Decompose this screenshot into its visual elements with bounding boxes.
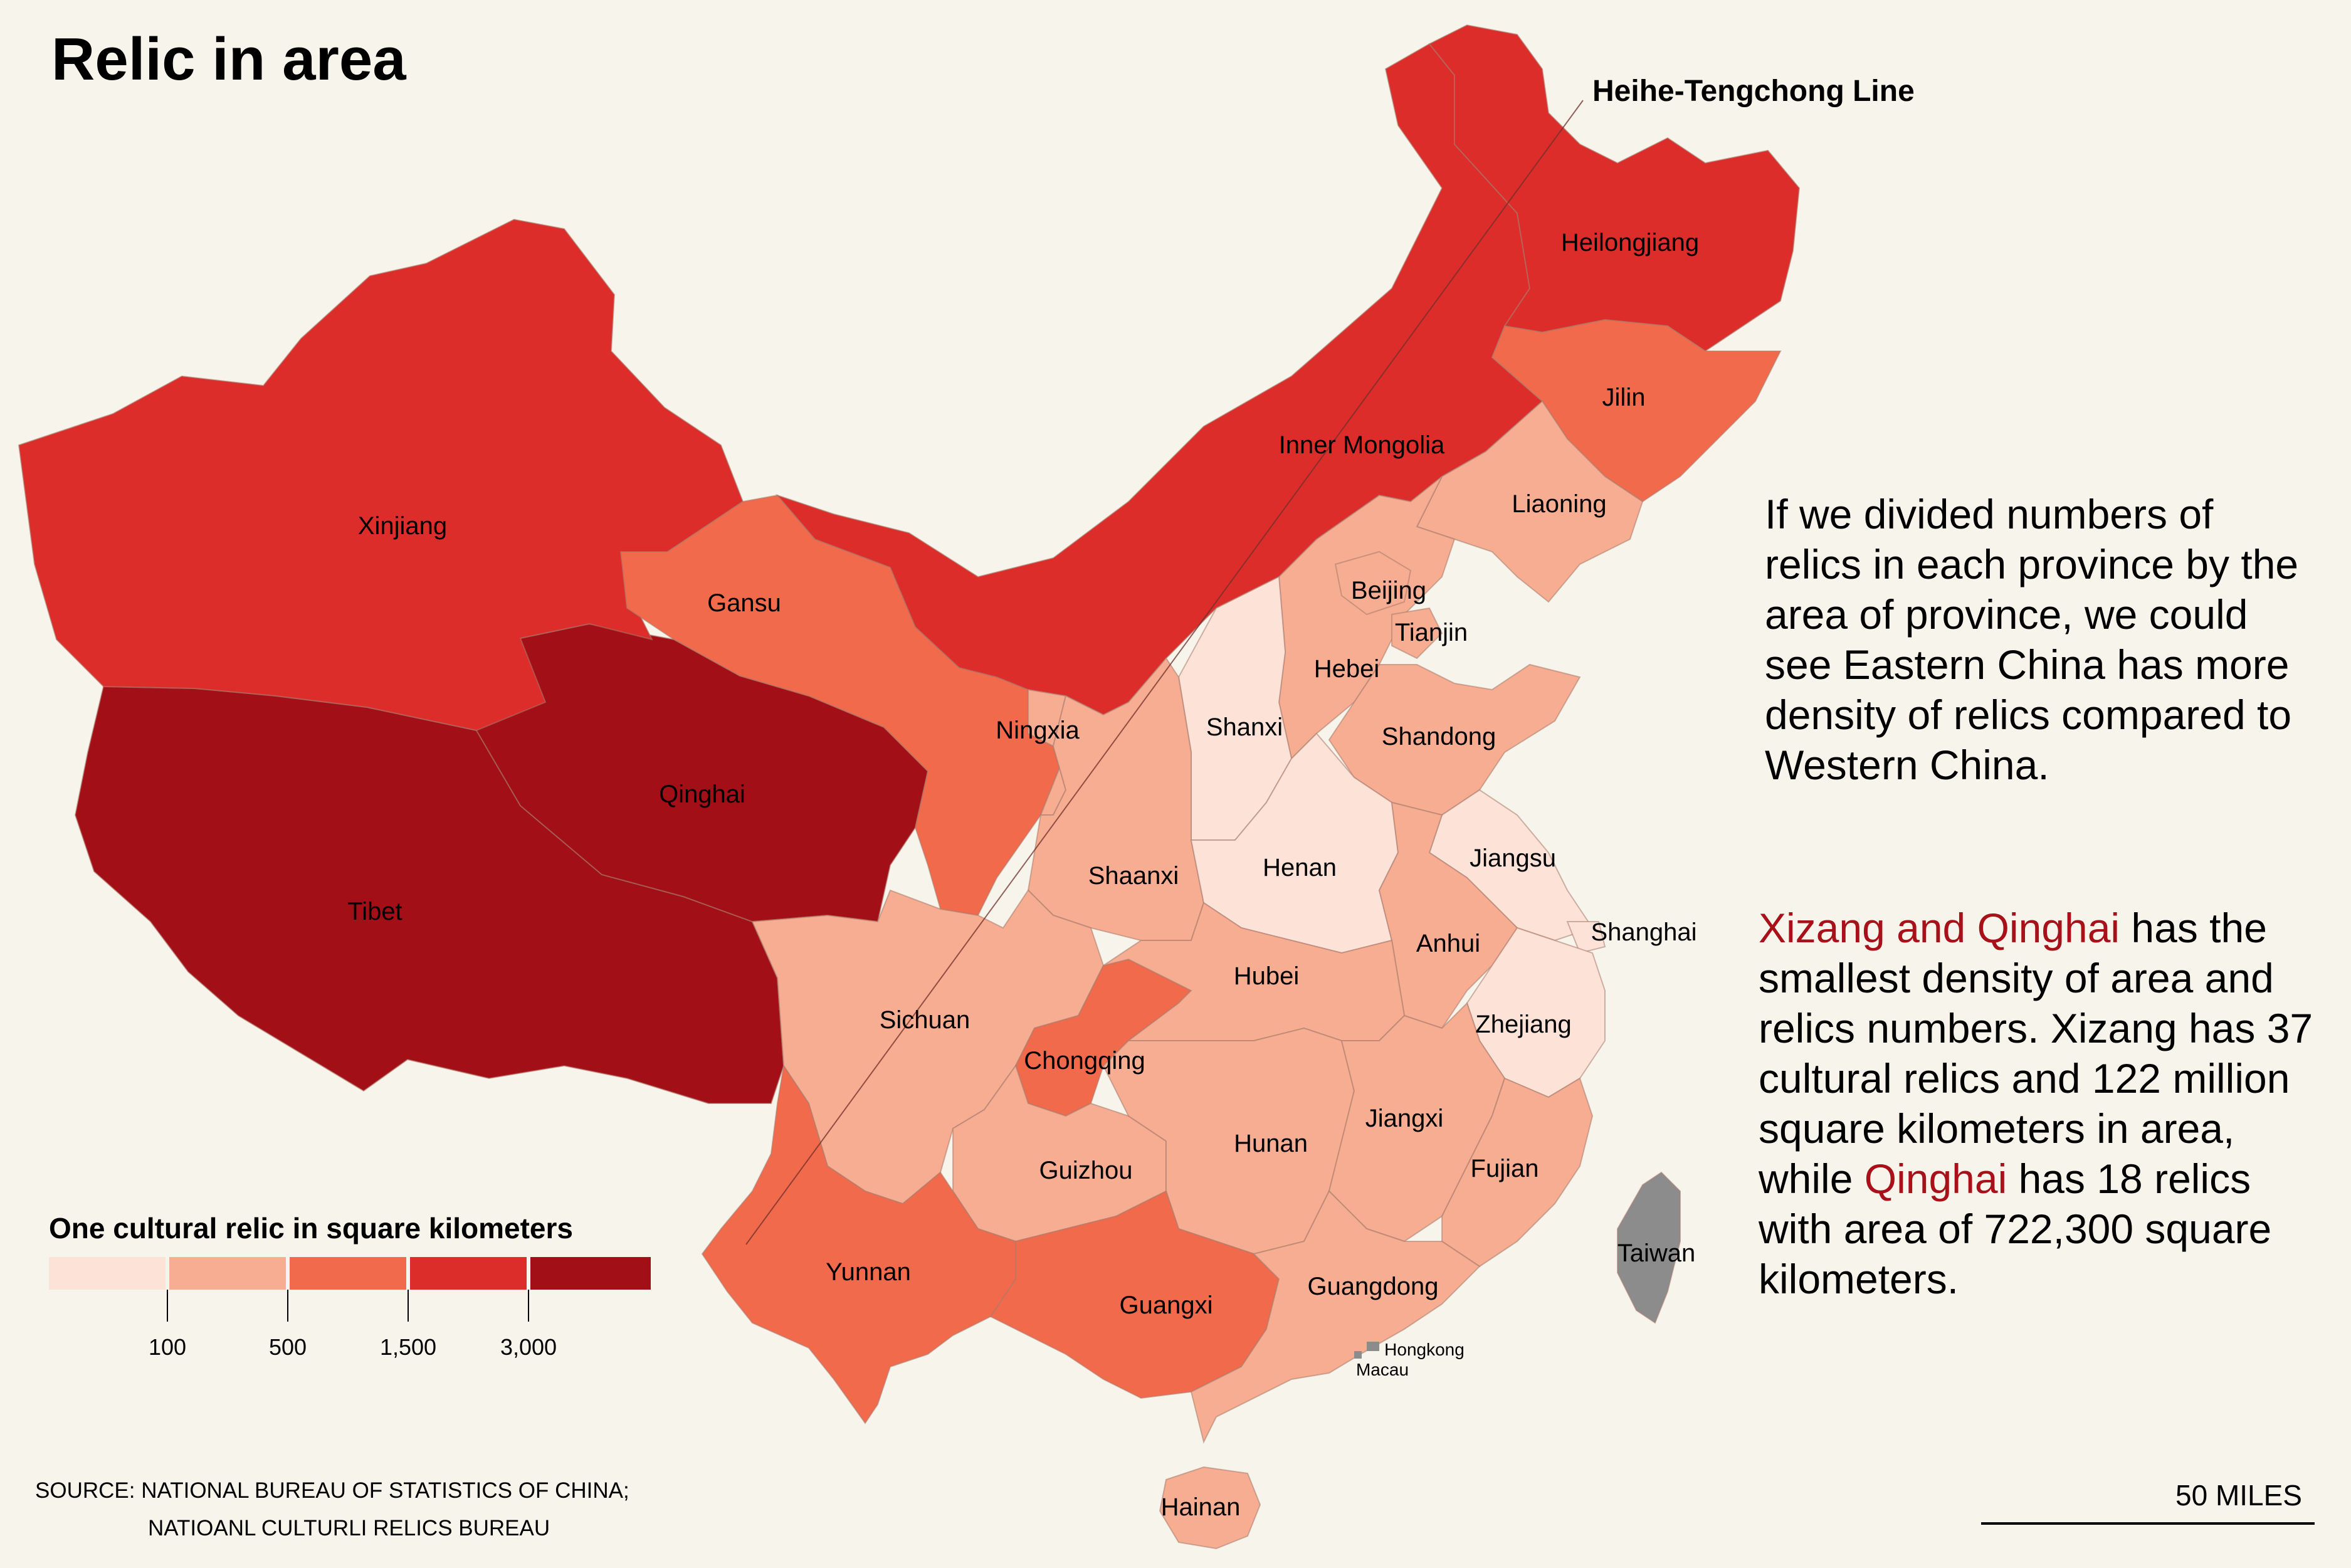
label-inner-mongolia: Inner Mongolia (1279, 431, 1445, 459)
legend-tick-label-100: 100 (148, 1334, 187, 1360)
label-fujian: Fujian (1471, 1155, 1539, 1182)
source-note: SOURCE: NATIONAL BUREAU OF STATISTICS OF… (35, 1472, 629, 1547)
label-yunnan: Yunnan (826, 1258, 911, 1286)
label-shandong: Shandong (1382, 723, 1496, 750)
label-xinjiang: Xinjiang (358, 512, 447, 540)
label-hubei: Hubei (1234, 962, 1300, 990)
legend-title: One cultural relic in square kilometers (49, 1212, 573, 1244)
province-shaanxi (1027, 657, 1205, 941)
legend-tick-label-500: 500 (268, 1334, 307, 1360)
province-anhui (1378, 801, 1518, 1029)
province-hongkong (1367, 1342, 1379, 1351)
label-taiwan: Taiwan (1617, 1239, 1696, 1267)
legend-scale (49, 1257, 651, 1322)
legend-swatch-1 (49, 1257, 166, 1290)
province-heilongjiang (1428, 24, 1801, 352)
label-guizhou: Guizhou (1039, 1157, 1133, 1184)
heihe-tengchong-label: Heihe-Tengchong Line (1592, 75, 1915, 108)
legend-swatch-5 (530, 1257, 651, 1290)
label-chongqing: Chongqing (1024, 1047, 1145, 1075)
province-hainan (1159, 1466, 1261, 1550)
province-fujian (1441, 1077, 1594, 1268)
label-shanxi: Shanxi (1206, 713, 1283, 741)
province-taiwan (1617, 1171, 1681, 1324)
scale-label: 50 MILES (2175, 1479, 2302, 1512)
label-liaoning: Liaoning (1512, 490, 1606, 518)
label-tianjin: Tianjin (1395, 619, 1468, 646)
source-line-1: SOURCE: NATIONAL BUREAU OF STATISTICS OF… (35, 1478, 629, 1503)
label-ningxia: Ningxia (996, 717, 1080, 744)
description-paragraph-1: If we divided numbers of relics in each … (1765, 491, 2299, 788)
legend-swatch-3 (290, 1257, 406, 1290)
province-macau (1354, 1351, 1362, 1359)
highlight-qinghai: Qinghai (1864, 1155, 2007, 1202)
paragraph2-text-2: has 18 relics with area of 722,300 squar… (1759, 1155, 2272, 1302)
label-beijing: Beijing (1351, 577, 1426, 604)
label-hainan: Hainan (1161, 1493, 1241, 1521)
description-paragraph-2: Xizang and Qinghai has the smallest dens… (1759, 903, 2323, 1304)
source-line-2: NATIOANL CULTURLI RELICS BUREAU (148, 1516, 550, 1540)
province-tianjin (1391, 607, 1443, 660)
label-hunan: Hunan (1234, 1130, 1308, 1157)
page-title: Relic in area (51, 26, 406, 93)
legend-swatch-4 (410, 1257, 527, 1290)
label-guangxi: Guangxi (1120, 1292, 1213, 1319)
highlight-xizang-qinghai: Xizang and Qinghai (1759, 905, 2120, 951)
legend-tick-label-1500: 1,500 (379, 1334, 437, 1360)
label-macau: Macau (1356, 1360, 1409, 1379)
label-shanghai: Shanghai (1591, 918, 1696, 946)
label-jilin: Jilin (1602, 384, 1646, 411)
label-gansu: Gansu (707, 589, 781, 617)
label-jiangsu: Jiangsu (1470, 845, 1556, 872)
province-yunnan (701, 1064, 1016, 1424)
label-tibet: Tibet (347, 898, 402, 925)
label-sichuan: Sichuan (880, 1006, 970, 1034)
legend-swatch-2 (169, 1257, 286, 1290)
label-shaanxi: Shaanxi (1088, 862, 1179, 890)
label-guangdong: Guangdong (1307, 1273, 1438, 1300)
label-zhejiang: Zhejiang (1475, 1011, 1571, 1038)
legend-tick-label-3000: 3,000 (500, 1334, 557, 1360)
province-guangdong (1190, 1190, 1481, 1444)
heihe-tengchong-line (745, 100, 1584, 1245)
label-jiangxi: Jiangxi (1365, 1105, 1444, 1132)
label-hongkong: Hongkong (1384, 1340, 1465, 1359)
label-henan: Henan (1263, 854, 1337, 881)
label-heilongjiang: Heilongjiang (1561, 229, 1699, 256)
province-beijing (1334, 550, 1412, 616)
label-hebei: Hebei (1314, 655, 1380, 683)
province-liaoning (1416, 400, 1644, 603)
label-qinghai: Qinghai (659, 781, 745, 808)
label-anhui: Anhui (1416, 930, 1480, 957)
paragraph2-text-1: has the smallest density of area and rel… (1759, 905, 2313, 1202)
province-shanghai (1566, 921, 1606, 954)
